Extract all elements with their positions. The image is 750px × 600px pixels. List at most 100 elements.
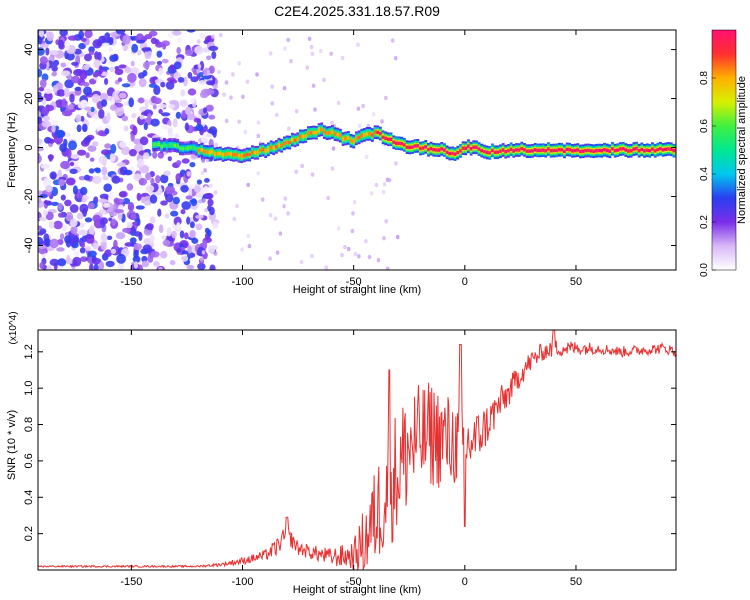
- heatmap-ridge-cell: [648, 149, 652, 153]
- heatmap-noise-cell: [364, 154, 369, 160]
- heatmap-noise-cell: [197, 262, 206, 270]
- heatmap-noise-cell: [138, 78, 147, 88]
- heatmap-noise-cell: [289, 59, 293, 64]
- heatmap-noise-cell: [48, 154, 53, 162]
- heatmap-noise-cell: [110, 143, 117, 154]
- heatmap-noise-cell: [336, 100, 341, 106]
- heatmap-noise-cell: [38, 111, 41, 118]
- heatmap-ridge-cell: [456, 150, 460, 155]
- heatmap-noise-cell: [79, 247, 86, 254]
- heatmap-noise-cell: [268, 213, 273, 218]
- heatmap-ridge-cell: [168, 143, 172, 147]
- heatmap-noise-cell: [205, 133, 213, 138]
- heatmap-noise-cell: [45, 185, 53, 193]
- heatmap-noise-cell: [393, 56, 398, 61]
- heatmap-noise-cell: [187, 113, 196, 121]
- heatmap-noise-cell: [382, 182, 387, 187]
- heatmap-noise-cell: [68, 140, 77, 151]
- heatmap-noise-cell: [38, 196, 42, 204]
- heatmap-noise-cell: [110, 248, 117, 254]
- heatmap-noise-cell: [194, 185, 201, 193]
- heatmap-noise-cell: [42, 209, 48, 216]
- heatmap-noise-cell: [78, 42, 86, 50]
- heatmap-noise-cell: [61, 110, 72, 117]
- heatmap-ridge-cell: [291, 138, 294, 142]
- heatmap-noise-cell: [76, 124, 82, 133]
- heatmap-noise-cell: [287, 126, 291, 131]
- heatmap-noise-cell: [100, 233, 108, 243]
- heatmap-noise-cell: [109, 152, 116, 162]
- heatmap-noise-cell: [245, 79, 250, 84]
- heatmap-ridge-cell: [408, 145, 412, 150]
- heatmap-noise-cell: [38, 153, 41, 163]
- heatmap-noise-cell: [139, 136, 149, 146]
- heatmap-noise-cell: [260, 197, 265, 202]
- heatmap-ridge-cell: [587, 148, 590, 153]
- heatmap-ridge-cell: [661, 148, 665, 152]
- heatmap-noise-cell: [144, 99, 149, 109]
- heatmap-noise-cell: [143, 122, 148, 131]
- heatmap-noise-cell: [172, 196, 180, 205]
- heatmap-noise-cell: [81, 197, 87, 203]
- heatmap-noise-cell: [84, 217, 93, 223]
- colorbar-frame: [711, 29, 737, 271]
- heatmap-noise-cell: [184, 232, 189, 240]
- heatmap-noise-cell: [101, 166, 108, 176]
- heatmap-noise-cell: [57, 258, 67, 267]
- heatmap-y-tick-label: -20: [23, 189, 35, 205]
- snr-x-tick-label: -50: [346, 576, 362, 588]
- heatmap-ridge-cell: [355, 136, 358, 140]
- heatmap-noise-cell: [204, 208, 208, 213]
- heatmap-noise-cell: [197, 64, 202, 69]
- heatmap-ridge-cell: [397, 141, 401, 145]
- snr-series-line: [38, 330, 676, 570]
- heatmap-noise-cell: [152, 104, 157, 110]
- heatmap-noise-cell: [43, 200, 52, 205]
- heatmap-noise-cell: [152, 151, 158, 159]
- heatmap-noise-cell: [38, 68, 43, 78]
- heatmap-noise-cell: [66, 255, 71, 265]
- heatmap-noise-cell: [161, 58, 169, 64]
- heatmap-noise-cell: [177, 77, 185, 83]
- heatmap-ridge-cell: [528, 149, 532, 153]
- heatmap-x-axis: -150 -100 -50 0 50: [120, 30, 582, 288]
- heatmap-noise-cell: [66, 52, 75, 61]
- heatmap-ridge-cell: [461, 146, 465, 150]
- heatmap-noise-cell: [270, 84, 275, 89]
- heatmap-noise-cell: [102, 175, 109, 181]
- snr-x-axis: -150 -100 -50 0 50: [120, 330, 582, 588]
- heatmap-ridge-cell: [267, 147, 270, 152]
- heatmap-noise-cell: [98, 198, 108, 204]
- heatmap-noise-cell: [61, 98, 67, 108]
- heatmap-ridge-cell: [493, 150, 497, 154]
- heatmap-noise-cell: [179, 101, 188, 107]
- heatmap-noise-cell: [273, 216, 278, 221]
- heatmap-noise-cell: [310, 51, 315, 57]
- heatmap-ridge-cell: [672, 148, 676, 153]
- heatmap-noise-cell: [187, 72, 193, 79]
- colorbar-gradient: [712, 30, 736, 270]
- heatmap-noise-cell: [163, 170, 171, 176]
- heatmap-noise-cell: [135, 205, 145, 210]
- heatmap-noise-cell: [307, 36, 312, 41]
- heatmap-noise-cell: [149, 216, 156, 224]
- heatmap-noise-cell: [39, 262, 45, 270]
- heatmap-noise-cell: [204, 227, 210, 234]
- heatmap-noise-cell: [168, 100, 179, 105]
- heatmap-ridge-cell: [251, 150, 254, 154]
- heatmap-noise-cell: [318, 49, 323, 54]
- heatmap-noise-cell: [60, 160, 71, 170]
- heatmap-noise-cell: [282, 204, 286, 209]
- heatmap-ridge-cell: [544, 149, 548, 153]
- heatmap-noise-cell: [357, 123, 362, 128]
- heatmap-ridge-cell: [213, 152, 217, 156]
- heatmap-noise-cell: [148, 61, 156, 65]
- colorbar-tick-label: 0.6: [699, 119, 710, 133]
- heatmap-noise-cell: [70, 75, 81, 84]
- heatmap-ridge-cell: [248, 152, 252, 157]
- heatmap-noise-cell: [84, 136, 92, 142]
- heatmap-ridge-cell: [371, 133, 374, 137]
- heatmap-ridge-cell: [304, 134, 308, 138]
- heatmap-noise-cell: [149, 194, 158, 204]
- heatmap-noise-cell: [48, 120, 59, 127]
